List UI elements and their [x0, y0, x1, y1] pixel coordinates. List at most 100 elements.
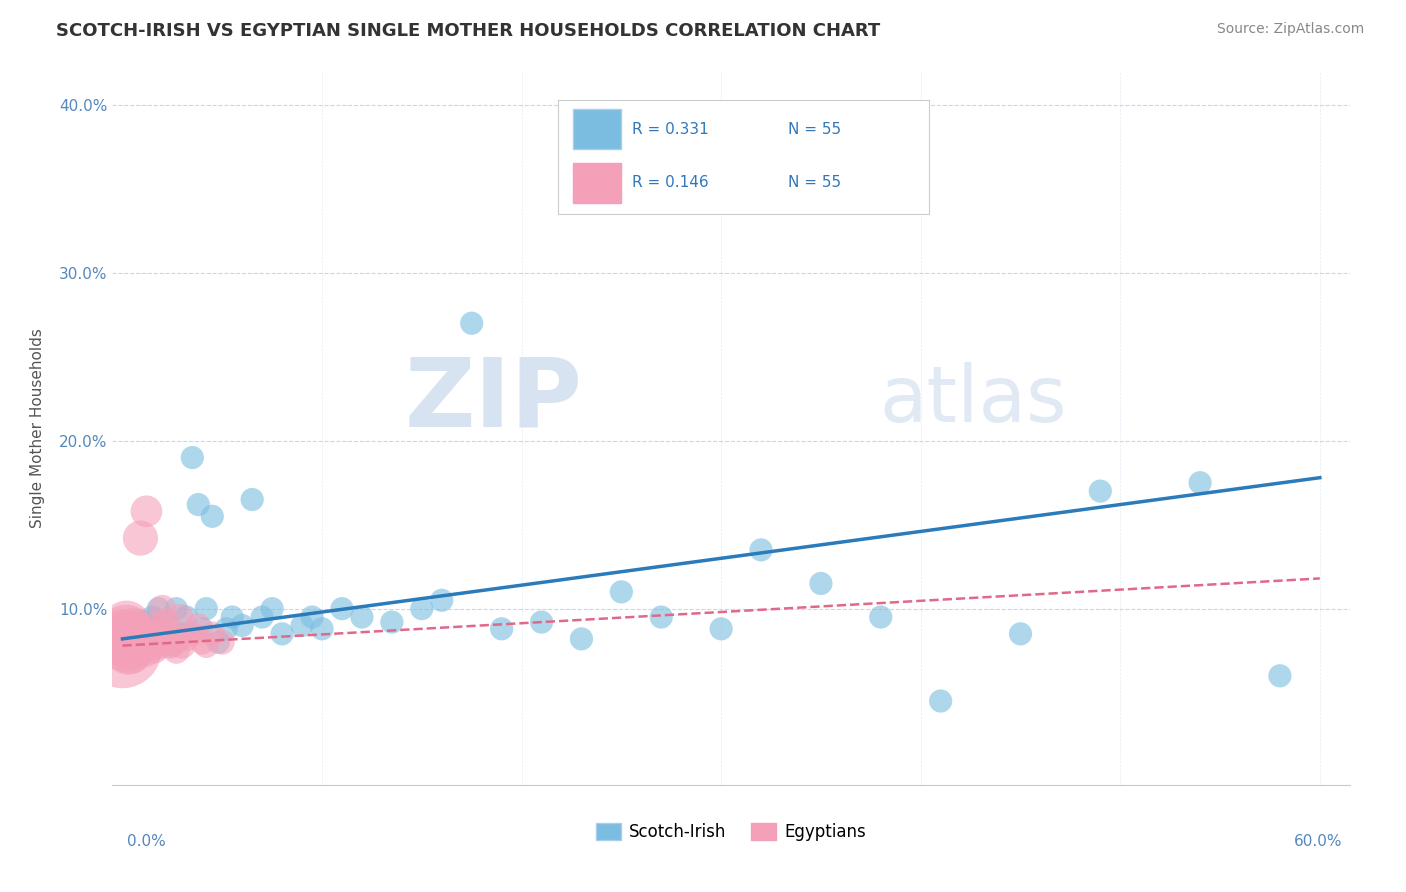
Point: [145, 632, 167, 646]
Point: [211, 635, 233, 649]
Point: [610, 585, 633, 599]
Point: [231, 618, 253, 632]
Point: [710, 622, 733, 636]
Point: [749, 542, 772, 557]
Point: [1268, 669, 1291, 683]
Point: [121, 622, 143, 636]
Point: [311, 622, 333, 636]
Point: [149, 627, 172, 641]
Point: [929, 694, 952, 708]
Point: [187, 618, 209, 632]
Point: [115, 627, 138, 641]
Point: [221, 610, 243, 624]
Point: [330, 601, 353, 615]
Point: [117, 639, 139, 653]
Point: [810, 576, 832, 591]
Point: [176, 632, 198, 646]
Point: [301, 610, 323, 624]
Point: [139, 618, 162, 632]
Point: [271, 627, 294, 641]
Point: [153, 635, 176, 649]
Point: [139, 639, 162, 653]
Point: [240, 492, 263, 507]
Point: [165, 643, 187, 657]
Point: [117, 632, 139, 646]
Point: [155, 615, 177, 629]
Point: [129, 531, 152, 545]
Point: [155, 615, 177, 629]
Point: [131, 635, 153, 649]
Point: [191, 622, 214, 636]
Point: [159, 639, 181, 653]
Point: [460, 316, 482, 330]
Point: [125, 635, 148, 649]
Point: [650, 610, 672, 624]
Point: [157, 627, 180, 641]
Point: [141, 627, 163, 641]
Point: [411, 601, 433, 615]
Point: [111, 642, 134, 657]
Point: [148, 639, 170, 653]
Point: [143, 642, 166, 657]
Point: [131, 622, 153, 636]
Point: [172, 639, 194, 653]
Point: [135, 504, 157, 518]
Point: [215, 622, 238, 636]
Point: [181, 627, 204, 641]
Point: [135, 643, 157, 657]
Point: [125, 642, 148, 657]
Point: [1189, 475, 1212, 490]
Point: [169, 610, 191, 624]
Point: [148, 601, 170, 615]
Point: [172, 627, 194, 641]
Point: [165, 601, 187, 615]
Point: [143, 627, 166, 641]
Point: [131, 639, 153, 653]
Point: [127, 632, 149, 646]
Point: [115, 618, 138, 632]
Point: [530, 615, 553, 629]
Point: [115, 635, 138, 649]
Point: [250, 610, 273, 624]
Point: [162, 639, 184, 653]
Point: [350, 610, 373, 624]
Text: 0.0%: 0.0%: [127, 834, 166, 849]
Point: [121, 632, 143, 646]
Point: [163, 635, 186, 649]
Point: [201, 627, 224, 641]
Point: [114, 639, 136, 653]
Point: [1090, 484, 1112, 499]
Text: atlas: atlas: [880, 361, 1067, 438]
Point: [141, 635, 163, 649]
Point: [127, 639, 149, 653]
Point: [129, 627, 152, 641]
Point: [139, 635, 162, 649]
Point: [869, 610, 891, 624]
Point: [195, 639, 218, 653]
Point: [491, 622, 513, 636]
Point: [262, 601, 284, 615]
Point: [1010, 627, 1032, 641]
Point: [150, 622, 173, 636]
Point: [201, 509, 224, 524]
Point: [117, 643, 139, 657]
Point: [162, 632, 184, 646]
Text: ZIP: ZIP: [405, 353, 582, 446]
Point: [120, 645, 142, 659]
Point: [138, 632, 160, 646]
Point: [191, 635, 214, 649]
Point: [207, 635, 229, 649]
Point: [195, 601, 218, 615]
Point: [125, 627, 148, 641]
Point: [167, 632, 190, 646]
Point: [141, 610, 163, 624]
Point: [430, 593, 453, 607]
Point: [148, 618, 170, 632]
Point: [114, 632, 136, 646]
Text: 60.0%: 60.0%: [1295, 834, 1343, 849]
Y-axis label: Single Mother Households: Single Mother Households: [31, 328, 45, 528]
Point: [124, 627, 146, 641]
Point: [120, 635, 142, 649]
Point: [121, 635, 143, 649]
Text: SCOTCH-IRISH VS EGYPTIAN SINGLE MOTHER HOUSEHOLDS CORRELATION CHART: SCOTCH-IRISH VS EGYPTIAN SINGLE MOTHER H…: [56, 22, 880, 40]
